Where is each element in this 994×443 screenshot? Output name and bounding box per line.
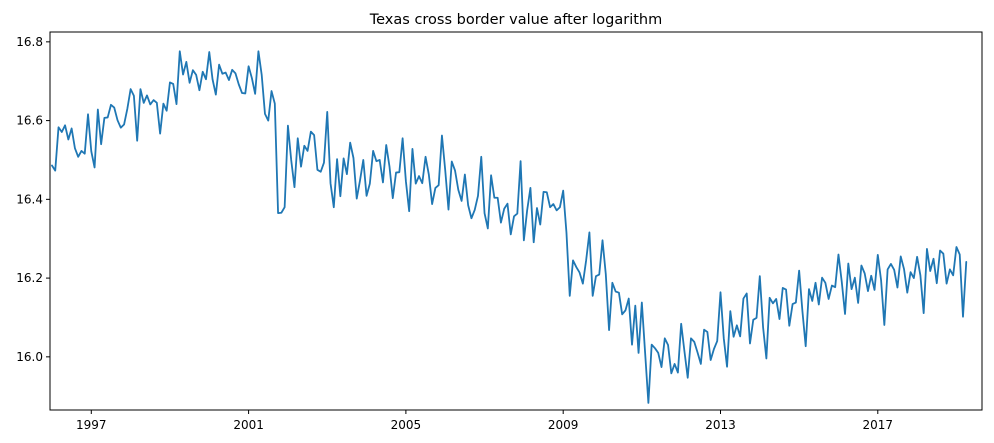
y-tick-label: 16.0 xyxy=(16,350,43,364)
x-axis: 1997 2001 2005 2009 2013 2017 xyxy=(76,410,893,432)
chart-title: Texas cross border value after logarithm xyxy=(369,12,662,28)
x-tick-label: 2009 xyxy=(548,418,579,432)
y-tick-label: 16.2 xyxy=(16,271,43,285)
y-tick-label: 16.4 xyxy=(16,192,43,206)
x-tick-label: 2001 xyxy=(233,418,264,432)
y-tick-label: 16.6 xyxy=(16,114,43,128)
x-tick-label: 2017 xyxy=(863,418,894,432)
x-tick-label: 1997 xyxy=(76,418,107,432)
y-tick-label: 16.8 xyxy=(16,35,43,49)
y-axis: 16.0 16.2 16.4 16.6 16.8 xyxy=(16,35,50,364)
plot-frame xyxy=(49,31,983,411)
x-tick-label: 2005 xyxy=(391,418,422,432)
series-line xyxy=(51,50,968,404)
x-tick-label: 2013 xyxy=(705,418,736,432)
